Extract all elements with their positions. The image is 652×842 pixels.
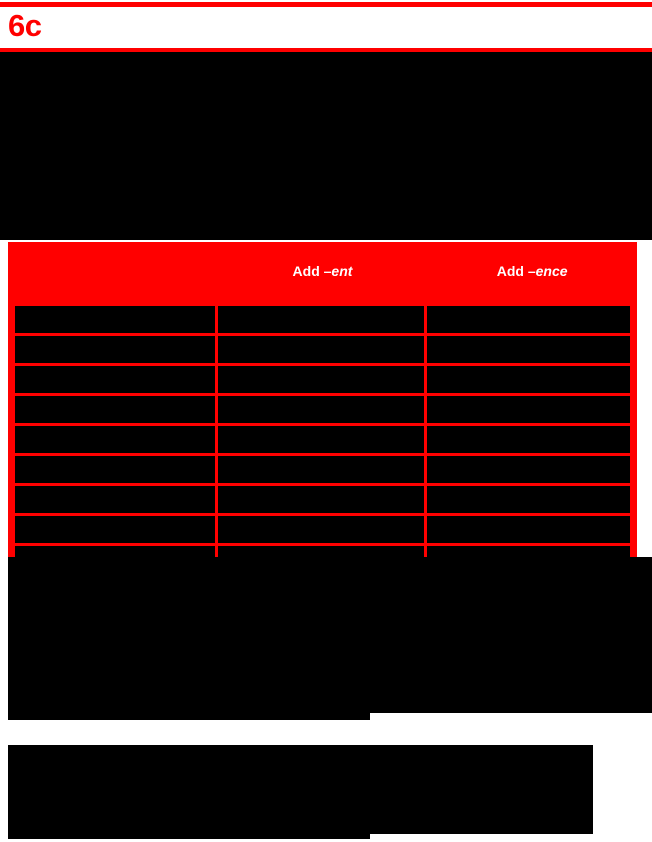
table-cell-ence[interactable] bbox=[427, 426, 637, 456]
table-cell-root-word[interactable] bbox=[8, 486, 218, 516]
table-cell-ent[interactable] bbox=[217, 366, 428, 396]
table-header-row: Add –ent Add –ence bbox=[8, 242, 637, 306]
table-cell-ent[interactable] bbox=[217, 456, 428, 486]
table-cell-ence[interactable] bbox=[427, 396, 637, 426]
table-row bbox=[8, 336, 637, 366]
lower-paragraph-last-line-redacted-block bbox=[8, 834, 370, 839]
table-cell-root-word[interactable] bbox=[8, 306, 218, 336]
table-body bbox=[8, 306, 637, 580]
table-cell-ent[interactable] bbox=[217, 306, 428, 336]
table-cell-ent[interactable] bbox=[217, 516, 428, 546]
table-cell-root-word[interactable] bbox=[8, 336, 218, 366]
table-row bbox=[8, 396, 637, 426]
table-row bbox=[8, 456, 637, 486]
table-cell-root-word[interactable] bbox=[8, 366, 218, 396]
intro-instructions-redacted-block bbox=[0, 52, 652, 240]
lower-paragraph-redacted-block bbox=[8, 745, 593, 834]
table-cell-ent[interactable] bbox=[217, 486, 428, 516]
table-row bbox=[8, 516, 637, 546]
table-header-cell-add-ence: Add –ence bbox=[427, 242, 637, 306]
table-cell-ence[interactable] bbox=[427, 516, 637, 546]
table-cell-root-word[interactable] bbox=[8, 396, 218, 426]
body-paragraph-last-line-redacted-block bbox=[8, 713, 370, 720]
header-prefix-ence: Add – bbox=[496, 263, 536, 279]
table-cell-root-word[interactable] bbox=[8, 516, 218, 546]
header-suffix-ent: ent bbox=[331, 263, 353, 279]
table-cell-ence[interactable] bbox=[427, 456, 637, 486]
top-red-rule bbox=[0, 2, 652, 7]
table-head: Add –ent Add –ence bbox=[8, 242, 637, 306]
header-prefix-ent: Add – bbox=[292, 263, 332, 279]
table-cell-ent[interactable] bbox=[217, 396, 428, 426]
table-header-cell-add-ent: Add –ent bbox=[217, 242, 428, 306]
table-cell-ent[interactable] bbox=[217, 336, 428, 366]
table-cell-root-word[interactable] bbox=[8, 426, 218, 456]
table-cell-ent[interactable] bbox=[217, 426, 428, 456]
word-sort-table: Add –ent Add –ence bbox=[8, 242, 637, 580]
table-cell-ence[interactable] bbox=[427, 366, 637, 396]
table-cell-ence[interactable] bbox=[427, 486, 637, 516]
table-cell-ence[interactable] bbox=[427, 306, 637, 336]
header-suffix-ence: ence bbox=[535, 263, 568, 279]
table-row bbox=[8, 486, 637, 516]
table-cell-ence[interactable] bbox=[427, 336, 637, 366]
body-paragraph-redacted-block bbox=[8, 557, 652, 713]
under-label-red-rule bbox=[0, 48, 652, 52]
table-header-cell-root-words bbox=[8, 242, 218, 306]
table-row bbox=[8, 426, 637, 456]
page-number-label: 6c bbox=[8, 8, 42, 43]
table-cell-root-word[interactable] bbox=[8, 456, 218, 486]
table-row bbox=[8, 366, 637, 396]
table-row bbox=[8, 306, 637, 336]
